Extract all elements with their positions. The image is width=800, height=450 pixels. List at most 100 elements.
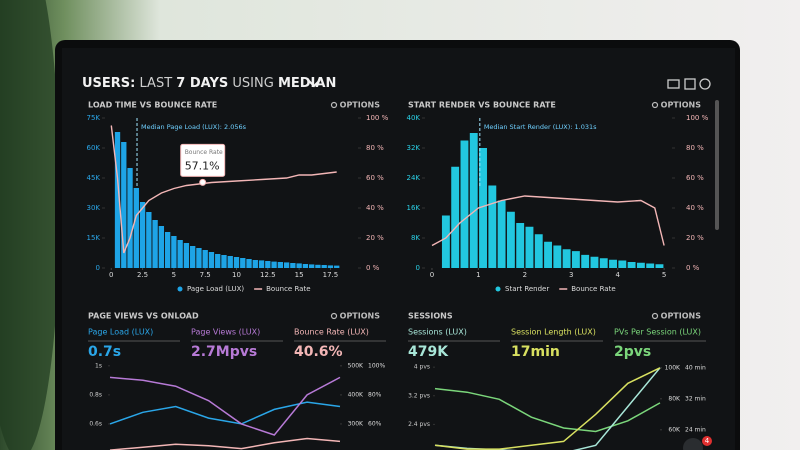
tooltip-value: 57.1% — [185, 159, 220, 172]
legend-label: Bounce Rate — [571, 285, 615, 293]
x-tick-label: 12.5 — [260, 271, 276, 279]
y-tick-label: 3.2 pvs — [408, 392, 430, 399]
bar — [164, 232, 171, 268]
panel-title: LOAD TIME VS BOUNCE RATE — [88, 101, 217, 110]
bar — [146, 212, 152, 268]
monitor-icon[interactable] — [667, 79, 680, 89]
y2-tick-label: 20 % — [366, 234, 384, 242]
y3-tick-label: 100% — [368, 362, 385, 369]
y3-tick-label: 40 min — [685, 364, 706, 371]
dashboard: USERS: LAST 7 DAYS USING MEDIAN 4 LOAD T… — [82, 76, 719, 450]
y2-tick-label: 60K — [668, 426, 681, 433]
bar — [152, 220, 158, 268]
x-tick-label: 15 — [295, 271, 304, 279]
options-button[interactable]: OPTIONS — [661, 312, 702, 321]
bar — [227, 256, 233, 268]
kpi-value: 479K — [408, 344, 449, 360]
options-icon — [651, 312, 659, 320]
panel-title: START RENDER VS BOUNCE RATE — [408, 101, 556, 110]
y-tick-label: 45K — [87, 174, 101, 182]
bar — [283, 262, 290, 268]
y-tick-label: 0 — [416, 264, 420, 272]
legend-marker — [177, 286, 183, 292]
notification-badge — [702, 436, 712, 446]
bar — [562, 249, 571, 268]
options-button[interactable]: OPTIONS — [661, 101, 702, 110]
bar — [609, 259, 617, 268]
y2-tick-label: 0 % — [686, 264, 700, 272]
plant-blur — [0, 0, 60, 450]
options-icon — [651, 101, 659, 109]
y3-tick-label: 32 min — [685, 395, 706, 402]
kpi-label: PVs Per Session (LUX) — [614, 328, 701, 337]
bar — [208, 252, 215, 268]
title-part: MEDIAN — [278, 76, 336, 91]
y-tick-label: 0.6s — [89, 420, 102, 427]
y-tick-label: 1s — [95, 362, 102, 369]
x-tick-label: 0 — [430, 271, 434, 279]
bar — [158, 226, 165, 268]
legend-label: Page Load (LUX) — [187, 285, 244, 293]
kpi-label: Bounce Rate (LUX) — [294, 328, 369, 337]
x-tick-label: 7.5 — [200, 271, 211, 279]
bar — [479, 148, 487, 268]
bar — [581, 254, 590, 268]
title-part: 7 DAYS — [176, 76, 228, 91]
bar — [290, 263, 296, 268]
bar — [460, 140, 469, 268]
title-part: LAST — [140, 76, 173, 91]
bar — [133, 188, 139, 268]
line — [110, 125, 337, 254]
bar — [246, 259, 252, 268]
y-tick-label: 16K — [407, 204, 421, 212]
kpi-value: 2.7Mpvs — [191, 344, 257, 360]
bar — [627, 262, 636, 268]
dashboard-title: USERS: LAST 7 DAYS USING MEDIAN — [82, 76, 336, 91]
bar — [516, 223, 525, 268]
y2-tick-label: 80K — [668, 395, 681, 402]
kpi-label: Page Load (LUX) — [88, 328, 153, 337]
x-tick-label: 2.5 — [137, 271, 148, 279]
kpi-label: Session Length (LUX) — [511, 328, 596, 337]
tooltip-point — [199, 178, 207, 186]
bar — [599, 258, 608, 268]
panel-title: SESSIONS — [408, 312, 453, 321]
y-tick-label: 30K — [87, 204, 101, 212]
legend-label: Bounce Rate — [266, 285, 310, 293]
scrollbar[interactable] — [715, 100, 719, 230]
y2-tick-label: 20 % — [686, 234, 704, 242]
options-button[interactable]: OPTIONS — [340, 312, 381, 321]
bar — [233, 257, 240, 268]
chat-button[interactable] — [683, 438, 703, 450]
chart-icon[interactable] — [684, 78, 696, 90]
bar — [321, 265, 327, 268]
bar — [258, 260, 265, 268]
help-icon[interactable] — [699, 78, 711, 90]
bar — [302, 264, 309, 268]
y3-tick-label: 60% — [368, 420, 382, 427]
y2-tick-label: 300K — [348, 420, 364, 427]
bar — [497, 200, 506, 268]
bar — [121, 142, 127, 268]
bar — [221, 255, 227, 268]
legend-marker — [495, 286, 501, 292]
options-button[interactable]: OPTIONS — [340, 101, 381, 110]
y-tick-label: 2.4 pvs — [408, 421, 430, 428]
panel-title: PAGE VIEWS VS ONLOAD — [88, 312, 199, 321]
bar — [451, 166, 460, 268]
line — [109, 401, 341, 425]
bar — [215, 254, 221, 268]
bar — [308, 264, 315, 268]
bar — [636, 262, 645, 268]
line — [434, 387, 661, 433]
bar — [553, 245, 562, 268]
options-icon — [330, 312, 338, 320]
bar — [534, 234, 543, 268]
dropdown-chevron[interactable] — [307, 79, 321, 88]
bar — [252, 260, 258, 268]
bar — [271, 261, 277, 268]
y-tick-label: 8K — [411, 234, 420, 242]
y2-tick-label: 80 % — [366, 144, 384, 152]
x-tick-label: 1 — [476, 271, 480, 279]
